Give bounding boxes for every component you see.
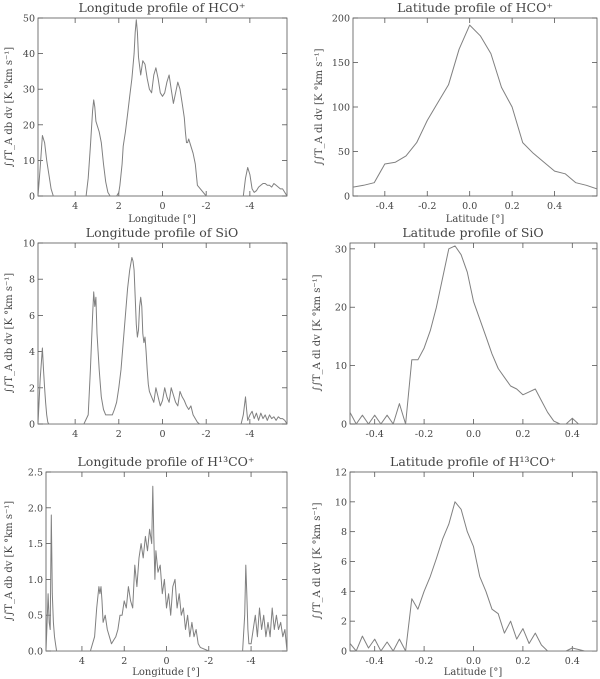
x-tick-label: -0.4 — [376, 201, 394, 212]
panel-title: Latitude profile of H¹³CO⁺ — [390, 454, 556, 469]
y-axis-label: ∫∫T_A db dv [K °km s⁻¹] — [4, 501, 15, 621]
y-tick-label: 2.0 — [28, 503, 43, 514]
panel-title: Longitude profile of SiO — [86, 225, 238, 240]
y-tick-label: 0 — [344, 192, 350, 203]
y-tick-label: 50 — [23, 14, 35, 25]
x-tick-label: 0.2 — [505, 201, 520, 212]
y-tick-label: 0.0 — [28, 647, 43, 658]
y-tick-label: 0.5 — [28, 611, 43, 622]
x-tick-label: 0.2 — [515, 429, 530, 440]
series-line — [46, 485, 287, 651]
y-tick-label: 200 — [332, 14, 350, 25]
y-axis-label: ∫∫T_A dl dv [K °km s⁻¹] — [314, 48, 325, 165]
y-tick-label: 100 — [332, 103, 350, 114]
y-axis-label: ∫∫T_A db dv [K °km s⁻¹] — [4, 47, 15, 167]
x-tick-label: -4 — [246, 656, 255, 667]
plot-frame — [37, 242, 288, 425]
x-tick-label: 0.0 — [466, 656, 481, 667]
x-axis-label: Latitude [°] — [444, 667, 503, 678]
x-tick-label: 0 — [159, 201, 165, 212]
series-line — [350, 501, 597, 651]
x-tick-label: 0.0 — [462, 201, 477, 212]
y-tick-label: 10 — [23, 239, 35, 250]
x-tick-label: -2 — [202, 429, 211, 440]
plot-frame — [352, 17, 598, 197]
y-tick-label: 20 — [23, 120, 35, 131]
plot-frame — [37, 17, 288, 197]
series-line — [350, 245, 597, 424]
panel-hco-longitude: Longitude profile of HCO⁺ Longitude [°] … — [4, 0, 288, 225]
panel-hco-latitude: Latitude profile of HCO⁺ Latitude [°] ∫∫… — [314, 0, 598, 225]
x-tick-label: -4 — [245, 201, 254, 212]
y-tick-label: 1.0 — [28, 575, 43, 586]
x-tick-label: 0.4 — [565, 429, 580, 440]
x-tick-label: 2 — [116, 201, 122, 212]
y-tick-label: 20 — [335, 303, 347, 314]
plot-frame — [349, 242, 598, 425]
y-tick-label: 30 — [23, 85, 35, 96]
y-tick-label: 4 — [29, 347, 35, 358]
y-tick-label: 12 — [335, 468, 347, 479]
x-axis-label: Longitude [°] — [128, 214, 196, 225]
x-tick-label: -2 — [202, 201, 211, 212]
series-line — [353, 24, 597, 190]
panel-title: Latitude profile of SiO — [402, 225, 543, 240]
y-tick-label: 0 — [341, 647, 347, 658]
plot-frame — [349, 471, 598, 652]
y-tick-label: 150 — [332, 58, 350, 69]
x-tick-label: 4 — [79, 656, 85, 667]
panel-sio-longitude: Longitude profile of SiO ∫∫T_A db dv [K … — [4, 225, 288, 440]
x-tick-label: 2 — [116, 429, 122, 440]
x-tick-label: 0 — [159, 429, 165, 440]
panel-title: Longitude profile of H¹³CO⁺ — [78, 454, 255, 469]
x-tick-label: -0.2 — [415, 656, 433, 667]
x-tick-label: 0.4 — [565, 656, 580, 667]
panel-title: Longitude profile of HCO⁺ — [79, 0, 246, 15]
x-tick-label: -0.2 — [415, 429, 433, 440]
y-axis-label: ∫∫T_A db dv [K °km s⁻¹] — [4, 273, 15, 393]
panel-title: Latitude profile of HCO⁺ — [397, 0, 553, 15]
x-tick-label: -0.2 — [418, 201, 436, 212]
x-tick-label: 4 — [72, 429, 78, 440]
y-tick-label: 10 — [23, 156, 35, 167]
y-tick-label: 50 — [338, 147, 350, 158]
x-tick-label: 0 — [163, 656, 169, 667]
x-tick-label: -4 — [245, 429, 254, 440]
series-line — [38, 257, 287, 424]
x-tick-label: 0.0 — [466, 429, 481, 440]
series-line — [38, 19, 287, 196]
y-tick-label: 0 — [29, 420, 35, 431]
panel-h13co-latitude: Latitude profile of H¹³CO⁺ Latitude [°] … — [312, 454, 598, 678]
x-tick-label: -2 — [204, 656, 213, 667]
y-tick-label: 1.5 — [28, 539, 43, 550]
panel-sio-latitude: Latitude profile of SiO ∫∫T_A dl dv [K °… — [312, 225, 598, 440]
x-axis-label: Latitude [°] — [446, 214, 505, 225]
x-tick-label: 4 — [72, 201, 78, 212]
y-tick-label: 4 — [341, 587, 347, 598]
plot-frame — [45, 471, 288, 652]
y-tick-label: 6 — [341, 557, 347, 568]
y-axis-label: ∫∫T_A dl dv [K °km s⁻¹] — [312, 274, 323, 391]
y-tick-label: 2.5 — [28, 468, 43, 479]
y-tick-label: 2 — [341, 617, 347, 628]
x-tick-label: 2 — [121, 656, 127, 667]
panel-h13co-longitude: Longitude profile of H¹³CO⁺ Longitude [°… — [4, 454, 288, 678]
y-tick-label: 2 — [29, 383, 35, 394]
y-tick-label: 6 — [29, 311, 35, 322]
y-tick-label: 0 — [29, 192, 35, 203]
y-axis-label: ∫∫T_A dl dv [K °km s⁻¹] — [312, 502, 323, 619]
y-tick-label: 10 — [335, 361, 347, 372]
x-tick-label: 0.4 — [547, 201, 562, 212]
y-tick-label: 10 — [335, 497, 347, 508]
y-tick-label: 40 — [23, 49, 35, 60]
y-tick-label: 30 — [335, 244, 347, 255]
x-tick-label: -0.4 — [366, 429, 384, 440]
x-axis-label: Longitude [°] — [132, 667, 200, 678]
y-tick-label: 8 — [29, 275, 35, 286]
y-tick-label: 0 — [341, 420, 347, 431]
y-tick-label: 8 — [341, 527, 347, 538]
x-tick-label: 0.2 — [515, 656, 530, 667]
x-tick-label: -0.4 — [366, 656, 384, 667]
